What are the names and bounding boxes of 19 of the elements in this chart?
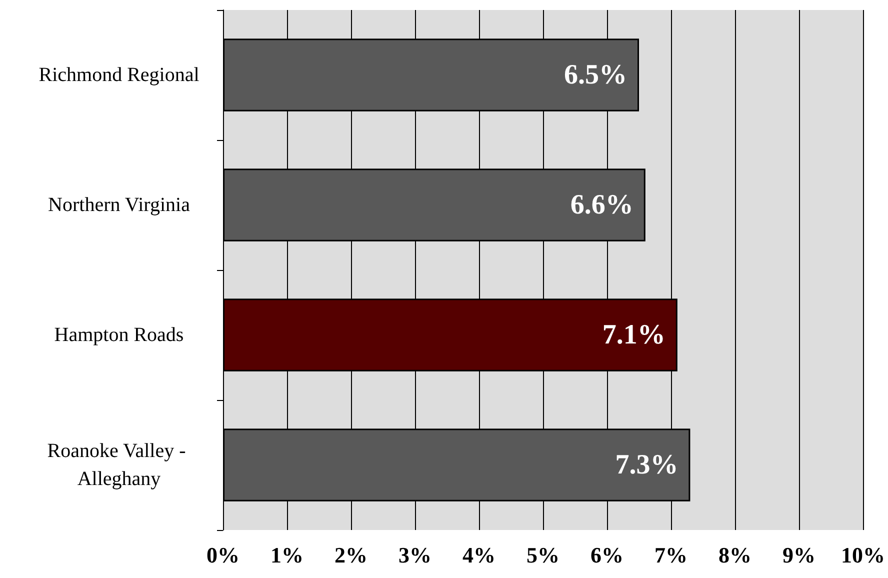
y-tick-label: Roanoke Valley - Alleghany bbox=[47, 440, 191, 490]
data-label: 6.6% bbox=[570, 190, 634, 220]
x-tick-label: 9% bbox=[782, 542, 816, 568]
x-tick-label: 7% bbox=[654, 542, 688, 568]
x-tick-label: 4% bbox=[462, 542, 496, 568]
x-tick-label: 0% bbox=[206, 542, 240, 568]
y-tick-label: Richmond Regional bbox=[38, 64, 200, 86]
data-label: 7.3% bbox=[615, 450, 678, 480]
x-tick-label: 8% bbox=[718, 542, 752, 568]
x-tick-label: 10% bbox=[841, 542, 885, 568]
data-label: 7.1% bbox=[602, 320, 666, 350]
x-tick-label: 2% bbox=[334, 542, 368, 568]
x-tick-label: 5% bbox=[526, 542, 560, 568]
y-tick-label: Northern Virginia bbox=[48, 194, 190, 216]
x-tick-label: 1% bbox=[270, 542, 304, 568]
data-label: 6.5% bbox=[564, 60, 627, 90]
x-tick-label: 3% bbox=[398, 542, 432, 568]
x-tick-label: 6% bbox=[590, 542, 624, 568]
y-tick-label: Hampton Roads bbox=[54, 324, 184, 346]
